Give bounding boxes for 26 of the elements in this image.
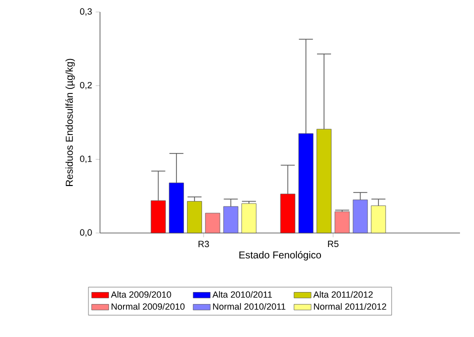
bar <box>168 182 184 234</box>
legend-label: Alta 2011/2012 <box>313 291 373 298</box>
bar <box>334 211 350 234</box>
legend-label: Alta 2009/2010 <box>110 291 172 298</box>
bar <box>370 206 386 234</box>
bar <box>352 200 368 234</box>
x-tick-label: R5 <box>328 240 338 248</box>
legend-label: Normal 2011/2012 <box>314 303 386 310</box>
bar <box>241 203 256 234</box>
bar <box>223 206 238 234</box>
legend-label: Normal 2010/2011 <box>213 303 286 310</box>
bar <box>280 194 296 234</box>
bar <box>205 212 220 234</box>
y-tick-label: 0,2 <box>80 82 92 90</box>
x-axis-title: Estado Fenológico <box>239 251 321 260</box>
y-tick-label: 0,3 <box>80 8 92 16</box>
bar <box>187 201 202 234</box>
bar <box>150 200 166 234</box>
y-tick-label: 0,1 <box>80 156 92 164</box>
bar <box>298 133 314 234</box>
legend-label: Alta 2010/2011 <box>212 291 272 298</box>
legend-label: Normal 2009/2010 <box>112 303 185 310</box>
y-axis-title: Residuos Endosulfán (µg/kg) <box>65 58 75 186</box>
bar <box>316 128 332 234</box>
x-tick-label: R3 <box>198 240 209 248</box>
y-tick-label: 0,0 <box>80 229 92 237</box>
